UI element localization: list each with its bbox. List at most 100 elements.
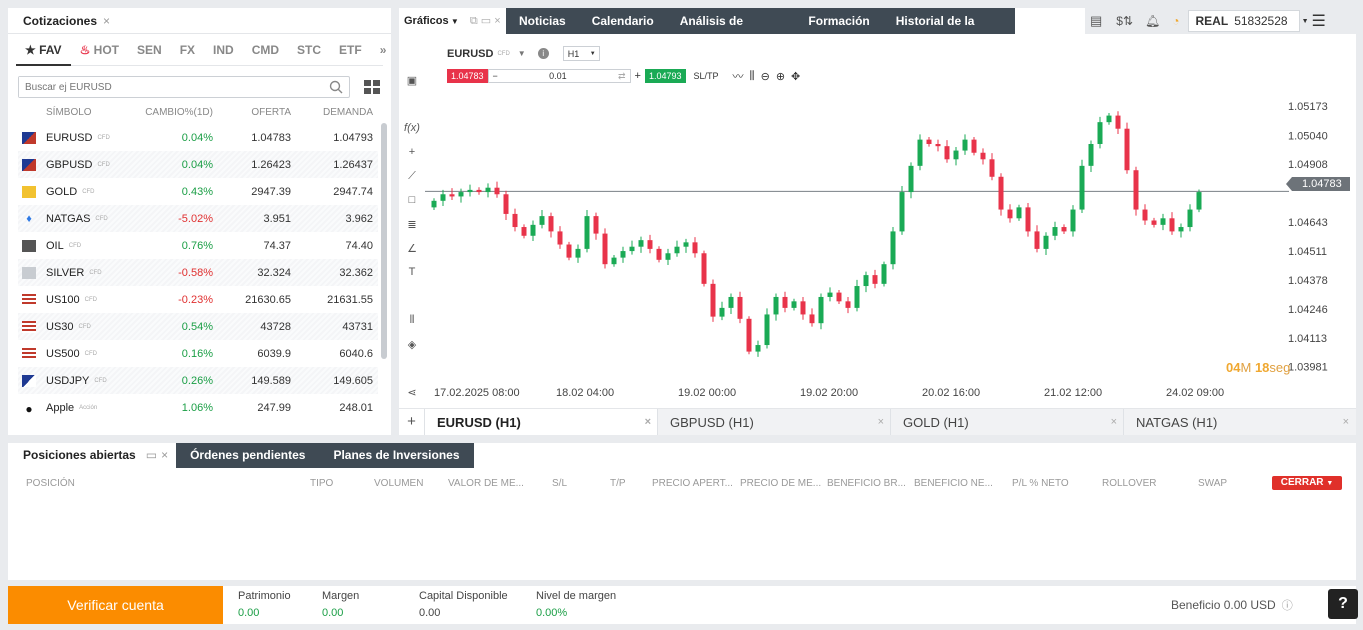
maximize-icon[interactable]: ▭: [145, 448, 158, 462]
info-icon[interactable]: ⓘ: [1281, 600, 1293, 612]
text-icon[interactable]: T: [408, 266, 416, 278]
candle-body[interactable]: [557, 231, 563, 245]
info-icon[interactable]: i: [537, 48, 549, 59]
layout-icon[interactable]: ▤: [1090, 13, 1103, 28]
close-icon[interactable]: ×: [103, 13, 111, 28]
candle-body[interactable]: [620, 251, 626, 258]
candle-body[interactable]: [431, 200, 437, 208]
close-icon[interactable]: ×: [161, 448, 169, 462]
candle-body[interactable]: [1052, 227, 1058, 236]
tab-stc[interactable]: STC: [297, 42, 322, 57]
candle-body[interactable]: [755, 345, 761, 352]
candle-body[interactable]: [548, 216, 554, 232]
symbol-selector[interactable]: EURUSD CFD ▼ i H1 ▼: [447, 46, 600, 61]
candle-body[interactable]: [683, 242, 689, 247]
more-categories-icon[interactable]: »: [379, 42, 387, 57]
candle-body[interactable]: [899, 192, 905, 232]
candle-body[interactable]: [629, 246, 635, 252]
candle-body[interactable]: [539, 216, 545, 225]
candles-icon[interactable]: ⫼: [749, 69, 755, 82]
nav-calendar[interactable]: Calendario: [591, 14, 654, 28]
quote-ask[interactable]: 2947.74: [333, 185, 373, 198]
verify-account-button[interactable]: Verificar cuenta: [8, 586, 223, 624]
candle-body[interactable]: [827, 292, 833, 297]
candle-body[interactable]: [863, 275, 869, 287]
quote-ask[interactable]: 6040.6: [339, 347, 373, 360]
quote-bid[interactable]: 1.04783: [251, 131, 291, 144]
rectangle-icon[interactable]: □: [408, 194, 416, 206]
maximize-icon[interactable]: ▭: [480, 15, 492, 27]
candle-body[interactable]: [602, 233, 608, 265]
candle-body[interactable]: [1097, 122, 1103, 144]
column-header[interactable]: PRECIO DE ME...: [740, 478, 822, 489]
candle-body[interactable]: [674, 246, 680, 254]
indicator-icon[interactable]: f(x): [404, 122, 420, 134]
candle-body[interactable]: [512, 213, 518, 228]
candlestick-chart[interactable]: 1.05173 1.05040 1.04908 1.04643 1.04511 1.043…: [399, 34, 1356, 409]
quote-row[interactable]: ♦ NATGAS CFD -5.02% 3.951 3.962: [18, 205, 378, 232]
candle-body[interactable]: [1115, 115, 1121, 129]
candle-body[interactable]: [845, 301, 851, 308]
candle-body[interactable]: [998, 176, 1004, 210]
candle-body[interactable]: [638, 240, 644, 247]
popout-icon[interactable]: ⧉: [469, 15, 478, 27]
candle-body[interactable]: [458, 192, 464, 197]
quote-row[interactable]: SILVER CFD -0.58% 32.324 32.362: [18, 259, 378, 286]
quote-ask[interactable]: 1.04793: [333, 131, 373, 144]
candle-body[interactable]: [890, 231, 896, 265]
quote-bid[interactable]: 247.99: [257, 401, 291, 414]
zoom-in-icon[interactable]: ⊕: [775, 70, 786, 83]
close-icon[interactable]: ×: [1110, 416, 1117, 428]
chart-tab[interactable]: EURUSD (H1) ×: [425, 409, 658, 435]
candle-body[interactable]: [800, 301, 806, 315]
bars-icon[interactable]: ⫴: [409, 313, 415, 326]
candle-body[interactable]: [854, 286, 860, 308]
candle-body[interactable]: [737, 296, 743, 319]
nav-news[interactable]: Noticias: [519, 14, 566, 28]
column-header[interactable]: P/L % NETO: [1012, 478, 1069, 489]
tab-hot[interactable]: ♨ HOT: [79, 42, 120, 57]
candle-body[interactable]: [719, 307, 725, 317]
column-header[interactable]: BENEFICIO BR...: [827, 478, 906, 489]
chart-tab[interactable]: GOLD (H1) ×: [891, 409, 1124, 435]
candle-body[interactable]: [1169, 218, 1175, 232]
candle-body[interactable]: [692, 242, 698, 254]
column-header[interactable]: PRECIO APERT...: [652, 478, 733, 489]
candle-body[interactable]: [809, 314, 815, 324]
quote-bid[interactable]: 43728: [260, 320, 291, 333]
close-icon[interactable]: ×: [644, 416, 651, 428]
quote-ask[interactable]: 248.01: [339, 401, 373, 414]
exchange-icon[interactable]: $⇅: [1116, 14, 1134, 28]
tab-sen[interactable]: SEN: [137, 42, 162, 57]
candle-body[interactable]: [1061, 227, 1067, 232]
tab-open-positions[interactable]: Posiciones abiertas ▭ ×: [8, 443, 176, 468]
plus-icon[interactable]: +: [634, 70, 641, 82]
bell-icon[interactable]: 🔔︎: [1145, 14, 1161, 28]
quote-ask[interactable]: 21631.55: [327, 293, 373, 306]
candle-body[interactable]: [656, 248, 662, 260]
column-header[interactable]: VOLUMEN: [374, 478, 424, 489]
candle-body[interactable]: [1178, 227, 1184, 232]
candle-body[interactable]: [1043, 235, 1049, 249]
candle-body[interactable]: [1016, 207, 1022, 219]
candle-body[interactable]: [1196, 192, 1202, 210]
zoom-out-icon[interactable]: ⊖: [760, 70, 770, 83]
sltp-button[interactable]: SL/TP: [693, 71, 719, 81]
candle-body[interactable]: [476, 189, 482, 193]
tab-cmd[interactable]: CMD: [251, 42, 280, 57]
lot-input[interactable]: − 0.01 ⇄: [487, 69, 631, 83]
share-icon[interactable]: ⋖: [407, 386, 417, 399]
quote-row[interactable]: ● Apple Acción 1.06% 247.99 248.01: [18, 394, 378, 421]
candle-body[interactable]: [1034, 231, 1040, 249]
quote-ask[interactable]: 1.26437: [333, 158, 373, 171]
quote-bid[interactable]: 149.589: [251, 374, 291, 387]
chart-tab[interactable]: GBPUSD (H1) ×: [658, 409, 891, 435]
candle-body[interactable]: [503, 194, 509, 214]
nav-education[interactable]: Formación: [808, 14, 870, 28]
layers-icon[interactable]: ◈: [407, 338, 417, 351]
quote-row[interactable]: OIL CFD 0.76% 74.37 74.40: [18, 232, 378, 259]
charts-menu[interactable]: Gráficos ▼ ⧉ ▭ ×: [404, 15, 501, 27]
column-header[interactable]: T/P: [610, 478, 626, 489]
account-selector[interactable]: REAL 51832528 ▼: [1187, 10, 1309, 32]
quote-row[interactable]: EURUSD CFD 0.04% 1.04783 1.04793: [18, 124, 378, 151]
